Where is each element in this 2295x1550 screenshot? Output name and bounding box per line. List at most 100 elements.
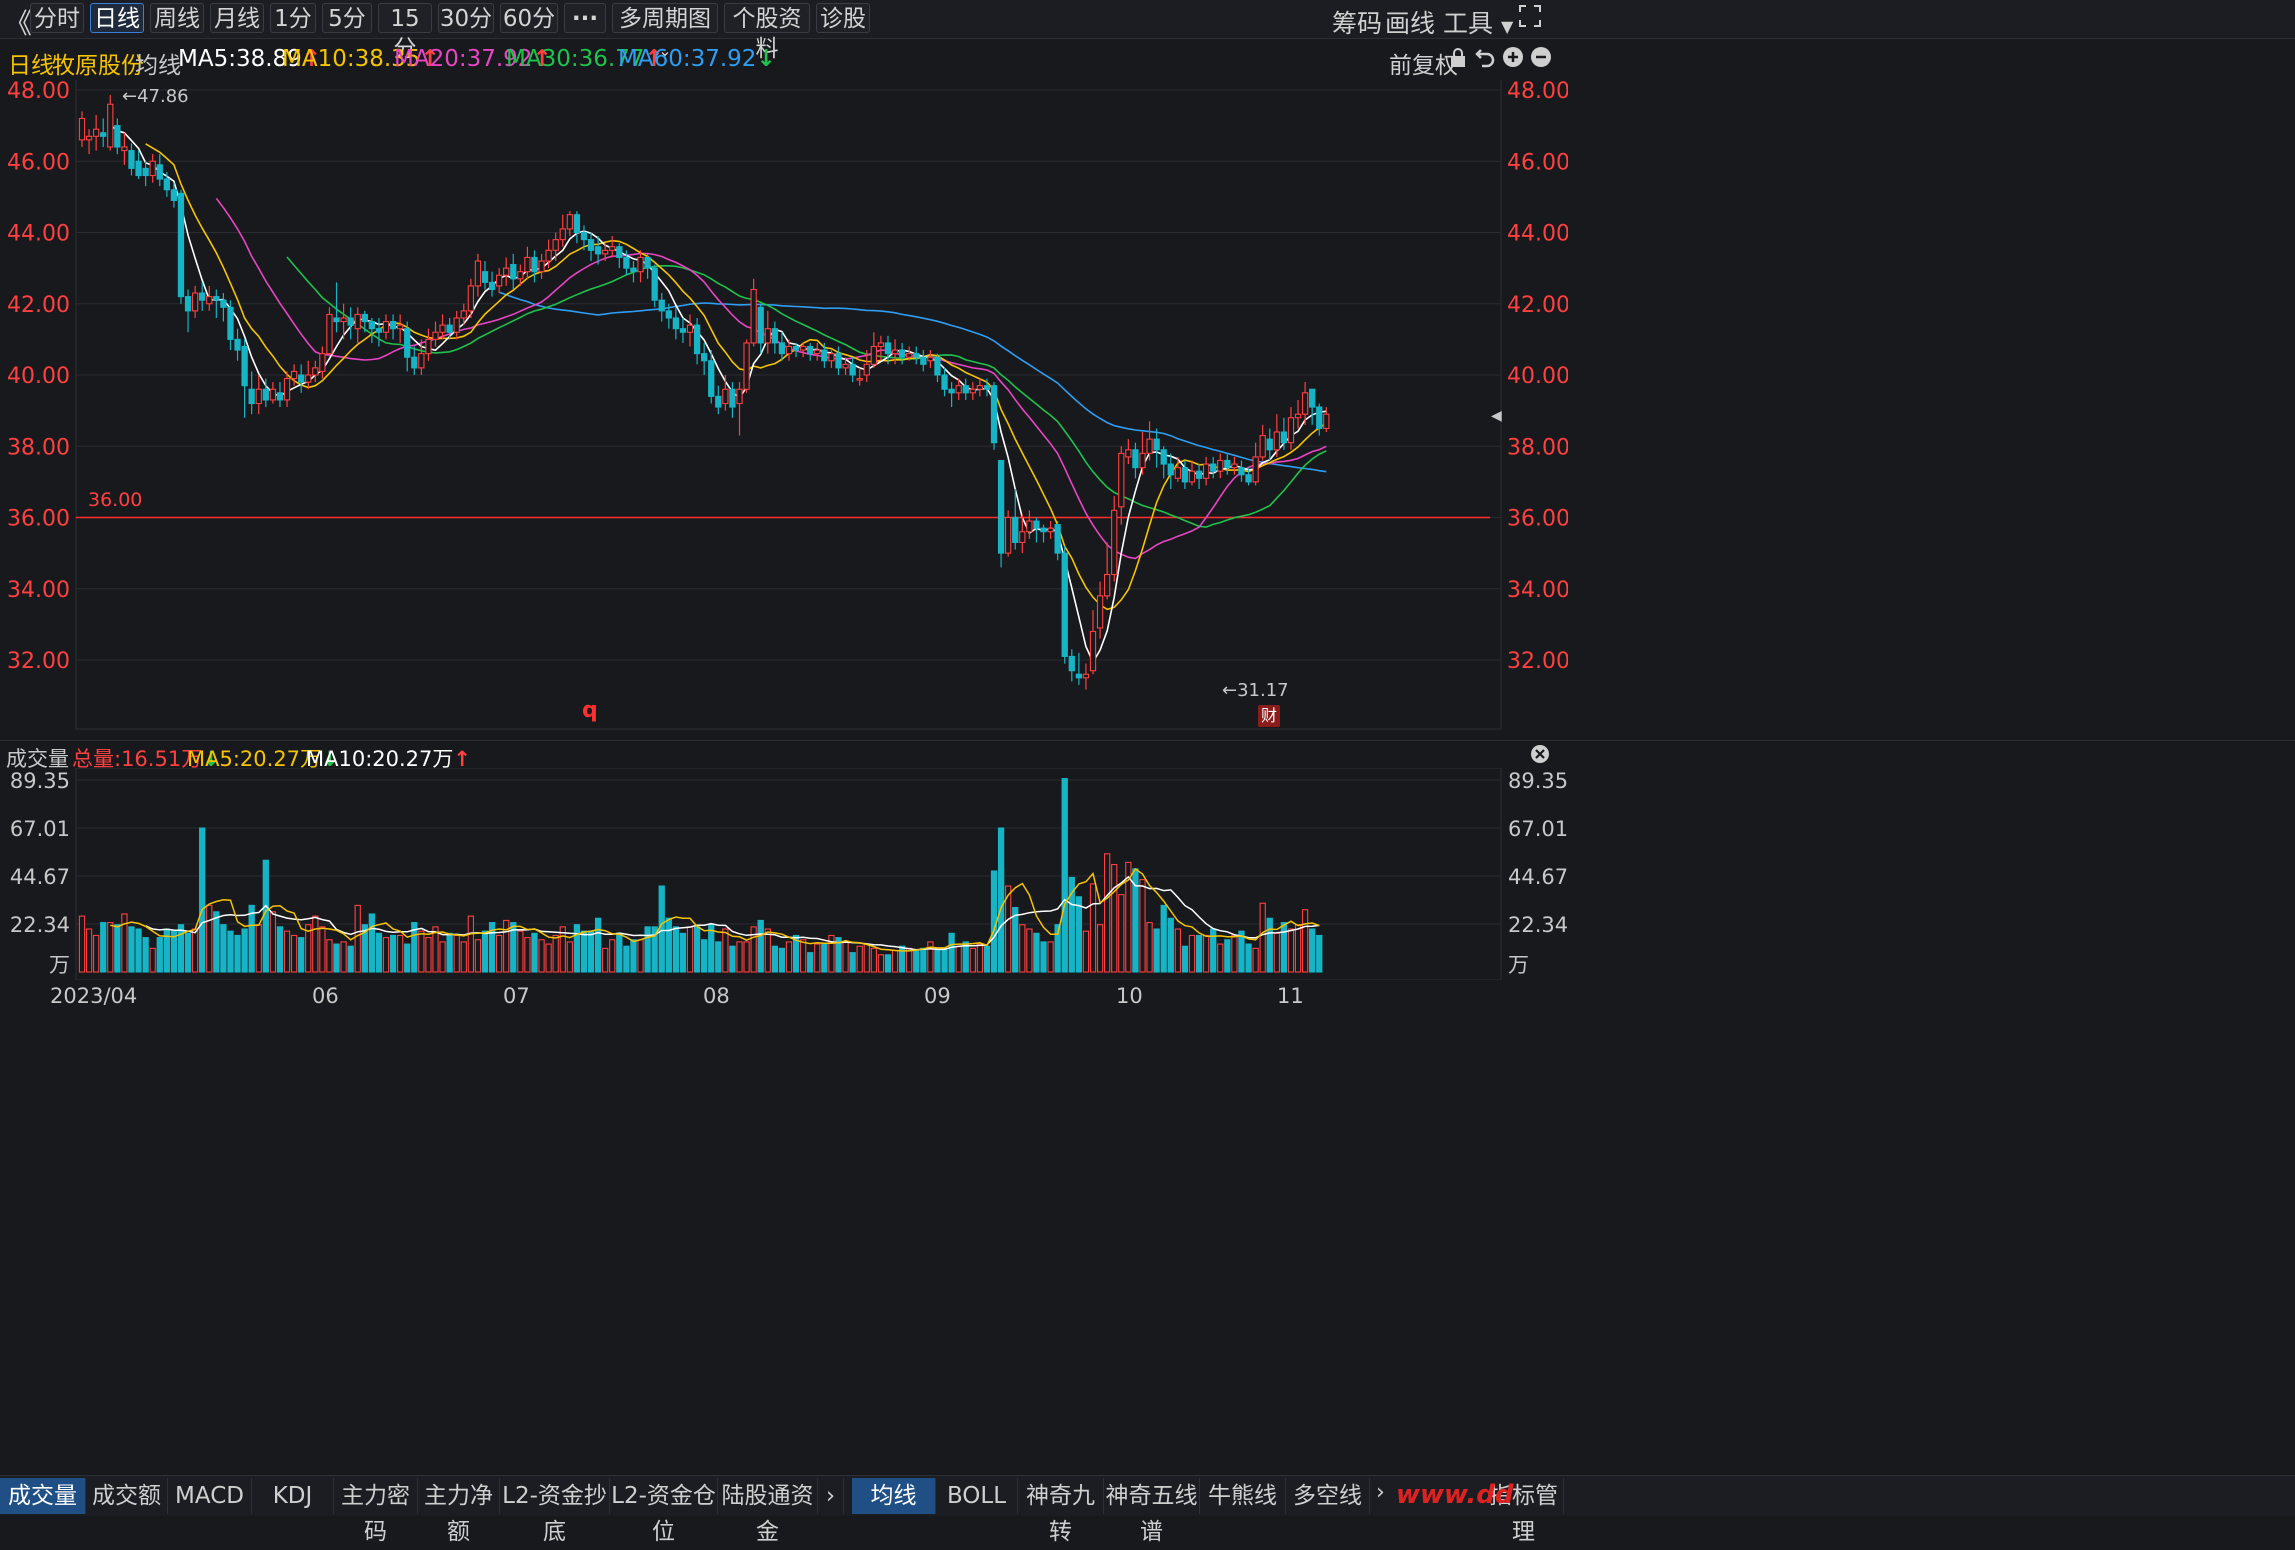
overlay-tab-1[interactable]: BOLL — [936, 1478, 1018, 1514]
close-subchart-icon[interactable] — [1530, 744, 1550, 769]
event-marker-q[interactable]: q — [582, 698, 598, 723]
price-axis-right-5: 38.00 — [1507, 435, 1568, 460]
candle — [100, 118, 107, 147]
period-button-4[interactable]: 1分 — [270, 3, 316, 33]
ma-title[interactable]: 均线 — [135, 53, 181, 79]
volume-ma5: MA5:20.27万↓ — [187, 743, 339, 773]
candle — [107, 94, 114, 151]
volume-bar — [679, 932, 687, 973]
chevron-right-icon[interactable]: › — [1376, 1480, 1385, 1505]
indicator-tab-8[interactable]: 陆股通资金 — [718, 1478, 818, 1545]
tools-button[interactable]: 工具 ▼ — [1443, 4, 1513, 40]
overlay-tab-5[interactable]: 多空线 — [1286, 1478, 1370, 1514]
candle — [545, 239, 552, 269]
candle-body — [587, 239, 595, 251]
current-price-pointer-icon: ◀ — [1491, 408, 1502, 424]
candle-body — [510, 264, 517, 280]
candle — [566, 211, 573, 237]
draw-line-button[interactable]: 画线 — [1385, 9, 1436, 38]
candle-body — [545, 249, 552, 262]
indicator-tab-1[interactable]: 成交额 — [86, 1478, 168, 1514]
candle — [616, 243, 623, 269]
candle-body — [418, 353, 425, 369]
chevron-right-icon[interactable]: › — [818, 1478, 844, 1514]
volume-bar — [1280, 922, 1288, 973]
period-button-8[interactable]: 60分 — [500, 3, 558, 33]
volume-bar — [906, 947, 913, 973]
candle — [814, 342, 821, 361]
candle-body — [1012, 516, 1019, 543]
overlay-tab-3[interactable]: 神奇五线谱 — [1104, 1478, 1200, 1545]
chips-button[interactable]: 筹码 — [1332, 9, 1383, 38]
candle — [340, 303, 347, 340]
adjust-mode-button[interactable]: 前复权 — [1389, 53, 1458, 79]
candle — [962, 378, 969, 400]
volume-unit-left: 万 — [49, 953, 70, 977]
period-button-1[interactable]: 日线 — [90, 3, 144, 33]
indicator-tab-4[interactable]: 主力密码 — [334, 1478, 418, 1545]
date-tick-0: 2023/04 — [50, 984, 138, 1008]
ma5-value: MA5:38.89↑ — [178, 46, 321, 72]
candle — [778, 332, 786, 361]
indicator-tab-6[interactable]: L2-资金抄底 — [500, 1478, 610, 1545]
candle-body — [453, 317, 460, 333]
finance-badge-icon[interactable]: 财 — [1258, 705, 1280, 727]
volume-bar — [227, 930, 234, 973]
candle — [1181, 460, 1189, 489]
overlay-tab-2[interactable]: 神奇九转 — [1018, 1478, 1104, 1545]
candle-body — [1252, 456, 1259, 483]
candle — [757, 303, 764, 354]
overlay-tab-4[interactable]: 牛熊线 — [1200, 1478, 1286, 1514]
diagnose-button[interactable]: 诊股 — [816, 3, 870, 33]
price-axis-right-2: 44.00 — [1507, 222, 1568, 247]
volume-bar — [488, 922, 496, 973]
indicator-tab-0[interactable]: 成交量 — [0, 1478, 86, 1514]
volume-chart[interactable]: 89.35 89.35 67.01 67.01 44.67 44.67 22.34 22.34… — [0, 768, 1568, 980]
indicator-tab-2[interactable]: MACD — [168, 1478, 252, 1514]
candle — [594, 236, 602, 265]
indicator-tab-3[interactable]: KDJ — [252, 1478, 334, 1514]
price-chart[interactable]: 48.00 48.00 46.00 46.00 44.00 44.00 42.00 42.00… — [0, 80, 1568, 740]
multi-period-button[interactable]: 多周期图 ⌄ — [612, 3, 718, 60]
period-button-6[interactable]: 15分 — [378, 3, 432, 62]
period-button-7[interactable]: 30分 — [438, 3, 494, 33]
price-axis-left-8: 32.00 — [7, 649, 70, 674]
volume-bar — [1273, 932, 1280, 973]
zoom-in-icon[interactable] — [1502, 46, 1524, 74]
more-button[interactable]: ··· — [564, 3, 606, 33]
candle — [623, 250, 630, 276]
lock-icon[interactable] — [1449, 48, 1467, 74]
volume-bar — [559, 926, 566, 973]
period-button-5[interactable]: 5分 — [322, 3, 372, 33]
volume-bar — [446, 932, 453, 973]
candle — [170, 182, 178, 208]
volume-bar — [170, 930, 178, 973]
period-button-0[interactable]: 分时 — [30, 3, 84, 33]
ma20-text: MA20:37.92 — [394, 46, 533, 72]
indicator-tab-7[interactable]: L2-资金仓位 — [610, 1478, 718, 1545]
double-chevron-left-icon[interactable]: 《 — [4, 7, 33, 40]
volume-bar — [184, 932, 192, 973]
period-button-3[interactable]: 月线 — [210, 3, 264, 33]
fullscreen-icon[interactable] — [1519, 5, 1541, 27]
volume-bar — [396, 934, 404, 973]
zoom-out-icon[interactable] — [1530, 46, 1552, 74]
stock-profile-button[interactable]: 个股资料 — [724, 3, 810, 62]
period-button-2[interactable]: 周线 — [150, 3, 204, 33]
volume-bar — [1139, 879, 1146, 973]
volume-bar — [764, 928, 771, 973]
undo-icon[interactable] — [1475, 46, 1497, 74]
volume-bar — [1111, 864, 1118, 973]
volume-bar — [799, 939, 807, 973]
candle-body — [1294, 413, 1302, 419]
volume-bar — [382, 937, 390, 973]
volume-bar — [269, 911, 277, 973]
candle — [1323, 407, 1330, 432]
candle-body — [1026, 520, 1033, 533]
volume-ma10-line — [145, 875, 1320, 951]
candle — [1005, 510, 1012, 557]
volume-bar — [199, 827, 206, 973]
indicator-tab-5[interactable]: 主力净额 — [418, 1478, 500, 1545]
overlay-tab-0[interactable]: 均线 — [852, 1478, 936, 1514]
candle-body — [1146, 438, 1153, 454]
